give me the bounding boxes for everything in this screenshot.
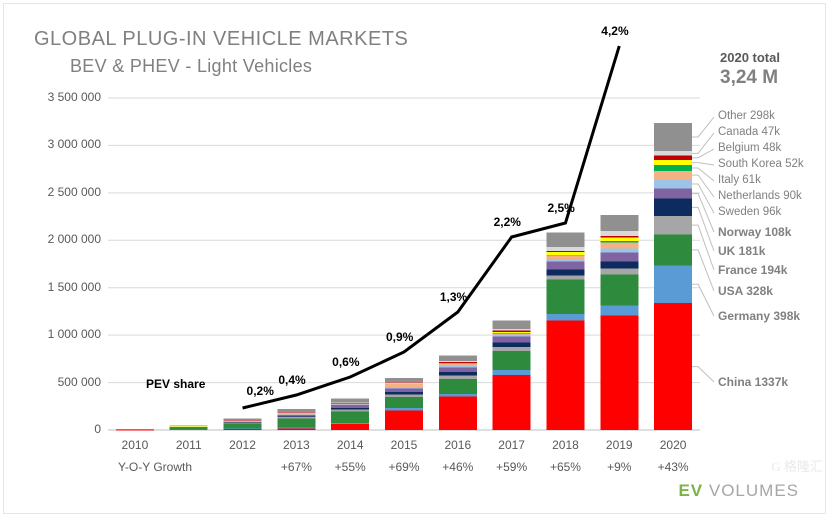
legend-item: Netherlands 90k xyxy=(718,190,802,202)
watermark: G 格隆汇 xyxy=(771,456,823,475)
y-tick-label: 3 500 000 xyxy=(33,90,101,104)
x-tick-year: 2010 xyxy=(110,438,160,452)
yoy-growth-value: +67% xyxy=(271,460,321,474)
yoy-growth-value: +46% xyxy=(433,460,483,474)
y-tick-label: 2 500 000 xyxy=(33,185,101,199)
legend-item: Other 298k xyxy=(718,110,775,122)
y-tick-label: 0 xyxy=(33,422,101,436)
y-tick-label: 1 000 000 xyxy=(33,327,101,341)
yoy-growth-value: +69% xyxy=(379,460,429,474)
yoy-growth-value: +59% xyxy=(487,460,537,474)
source-logo: EV VOLUMES xyxy=(678,481,799,501)
pev-share-point-label: 0,2% xyxy=(247,384,274,398)
pev-share-point-label: 0,4% xyxy=(278,373,305,387)
pev-share-point-label: 0,9% xyxy=(386,330,413,344)
pev-share-title: PEV share xyxy=(146,377,205,391)
x-tick-year: 2018 xyxy=(540,438,590,452)
y-tick-label: 3 000 000 xyxy=(33,137,101,151)
pev-share-point-label: 1,3% xyxy=(440,290,467,304)
x-tick-year: 2012 xyxy=(218,438,268,452)
legend-item: USA 328k xyxy=(718,284,773,298)
y-tick-label: 1 500 000 xyxy=(33,280,101,294)
x-tick-year: 2011 xyxy=(164,438,214,452)
x-tick-year: 2016 xyxy=(433,438,483,452)
y-tick-label: 500 000 xyxy=(33,375,101,389)
legend-item: Canada 47k xyxy=(718,126,780,138)
legend-item: Germany 398k xyxy=(718,309,800,323)
yoy-growth-value: +43% xyxy=(648,460,698,474)
y-tick-label: 2 000 000 xyxy=(33,232,101,246)
legend-item: Belgium 48k xyxy=(718,142,781,154)
yoy-growth-value: +65% xyxy=(540,460,590,474)
x-tick-year: 2015 xyxy=(379,438,429,452)
yoy-growth-value: +9% xyxy=(594,460,644,474)
pev-share-point-label: 4,2% xyxy=(601,24,628,38)
legend-item: Italy 61k xyxy=(718,174,761,186)
legend-item: France 194k xyxy=(718,263,787,277)
x-tick-year: 2014 xyxy=(325,438,375,452)
legend-item: Sweden 96k xyxy=(718,206,781,218)
x-tick-year: 2017 xyxy=(487,438,537,452)
legend-item: Norway 108k xyxy=(718,225,791,239)
x-tick-year: 2013 xyxy=(271,438,321,452)
legend-item: China 1337k xyxy=(718,375,788,389)
legend-item: UK 181k xyxy=(718,244,765,258)
yoy-growth-value: +55% xyxy=(325,460,375,474)
yoy-title: Y-O-Y Growth xyxy=(118,460,192,474)
pev-share-point-label: 2,5% xyxy=(547,201,574,215)
x-tick-year: 2019 xyxy=(594,438,644,452)
pev-share-point-label: 2,2% xyxy=(494,215,521,229)
x-tick-year: 2020 xyxy=(648,438,698,452)
pev-share-point-label: 0,6% xyxy=(332,355,359,369)
legend-item: South Korea 52k xyxy=(718,158,804,170)
